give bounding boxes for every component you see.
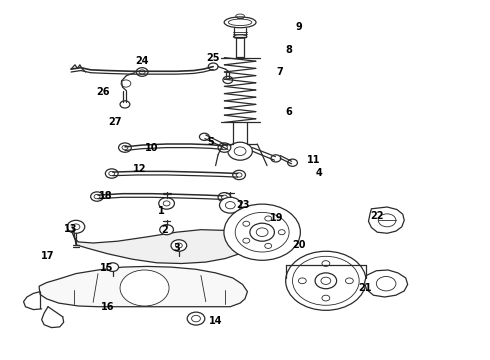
Text: 21: 21: [358, 283, 372, 293]
Circle shape: [220, 197, 241, 213]
Circle shape: [298, 278, 306, 284]
Text: 18: 18: [98, 191, 112, 201]
Circle shape: [278, 230, 285, 235]
Text: 22: 22: [370, 211, 384, 221]
Circle shape: [119, 143, 131, 152]
Circle shape: [233, 170, 245, 180]
Circle shape: [228, 142, 252, 160]
Circle shape: [136, 68, 148, 76]
Text: 5: 5: [207, 137, 214, 147]
Circle shape: [91, 192, 103, 201]
Circle shape: [345, 278, 353, 284]
Text: 12: 12: [133, 164, 147, 174]
Text: 27: 27: [108, 117, 122, 127]
Text: 10: 10: [145, 143, 159, 153]
Text: 13: 13: [64, 224, 78, 234]
Text: 25: 25: [206, 53, 220, 63]
Text: 14: 14: [209, 316, 222, 326]
Circle shape: [120, 270, 169, 306]
Text: 1: 1: [158, 206, 165, 216]
Circle shape: [159, 198, 174, 209]
Circle shape: [243, 221, 250, 226]
Circle shape: [199, 133, 209, 140]
Text: 15: 15: [100, 263, 114, 273]
Text: 16: 16: [101, 302, 115, 312]
Circle shape: [187, 312, 205, 325]
Circle shape: [223, 76, 233, 84]
Text: 24: 24: [135, 56, 149, 66]
Circle shape: [218, 143, 231, 152]
Text: 3: 3: [173, 243, 180, 253]
Circle shape: [265, 216, 271, 221]
Text: 4: 4: [315, 168, 322, 178]
Polygon shape: [368, 207, 404, 233]
Text: 26: 26: [96, 87, 110, 97]
Text: 19: 19: [270, 213, 284, 223]
Circle shape: [121, 80, 131, 87]
Text: 6: 6: [286, 107, 293, 117]
Circle shape: [67, 220, 85, 233]
Polygon shape: [39, 266, 247, 307]
Text: 7: 7: [276, 67, 283, 77]
Circle shape: [286, 251, 366, 310]
Circle shape: [208, 63, 218, 70]
Circle shape: [224, 204, 300, 260]
Text: 11: 11: [307, 155, 320, 165]
Text: 17: 17: [41, 251, 54, 261]
Circle shape: [160, 225, 173, 235]
Circle shape: [322, 295, 330, 301]
Text: 8: 8: [286, 45, 293, 55]
Circle shape: [218, 193, 231, 202]
Circle shape: [120, 101, 130, 108]
Polygon shape: [73, 229, 250, 264]
Text: 9: 9: [295, 22, 302, 32]
Text: 2: 2: [161, 225, 168, 235]
Circle shape: [105, 169, 118, 178]
Circle shape: [107, 263, 119, 271]
Polygon shape: [365, 270, 408, 297]
Text: 20: 20: [292, 240, 306, 250]
Circle shape: [288, 159, 297, 166]
Ellipse shape: [228, 19, 252, 26]
Circle shape: [171, 240, 187, 251]
Circle shape: [271, 155, 281, 162]
Circle shape: [265, 243, 271, 248]
Circle shape: [322, 261, 330, 266]
Ellipse shape: [224, 17, 256, 28]
Text: 23: 23: [236, 200, 249, 210]
Circle shape: [243, 238, 250, 243]
